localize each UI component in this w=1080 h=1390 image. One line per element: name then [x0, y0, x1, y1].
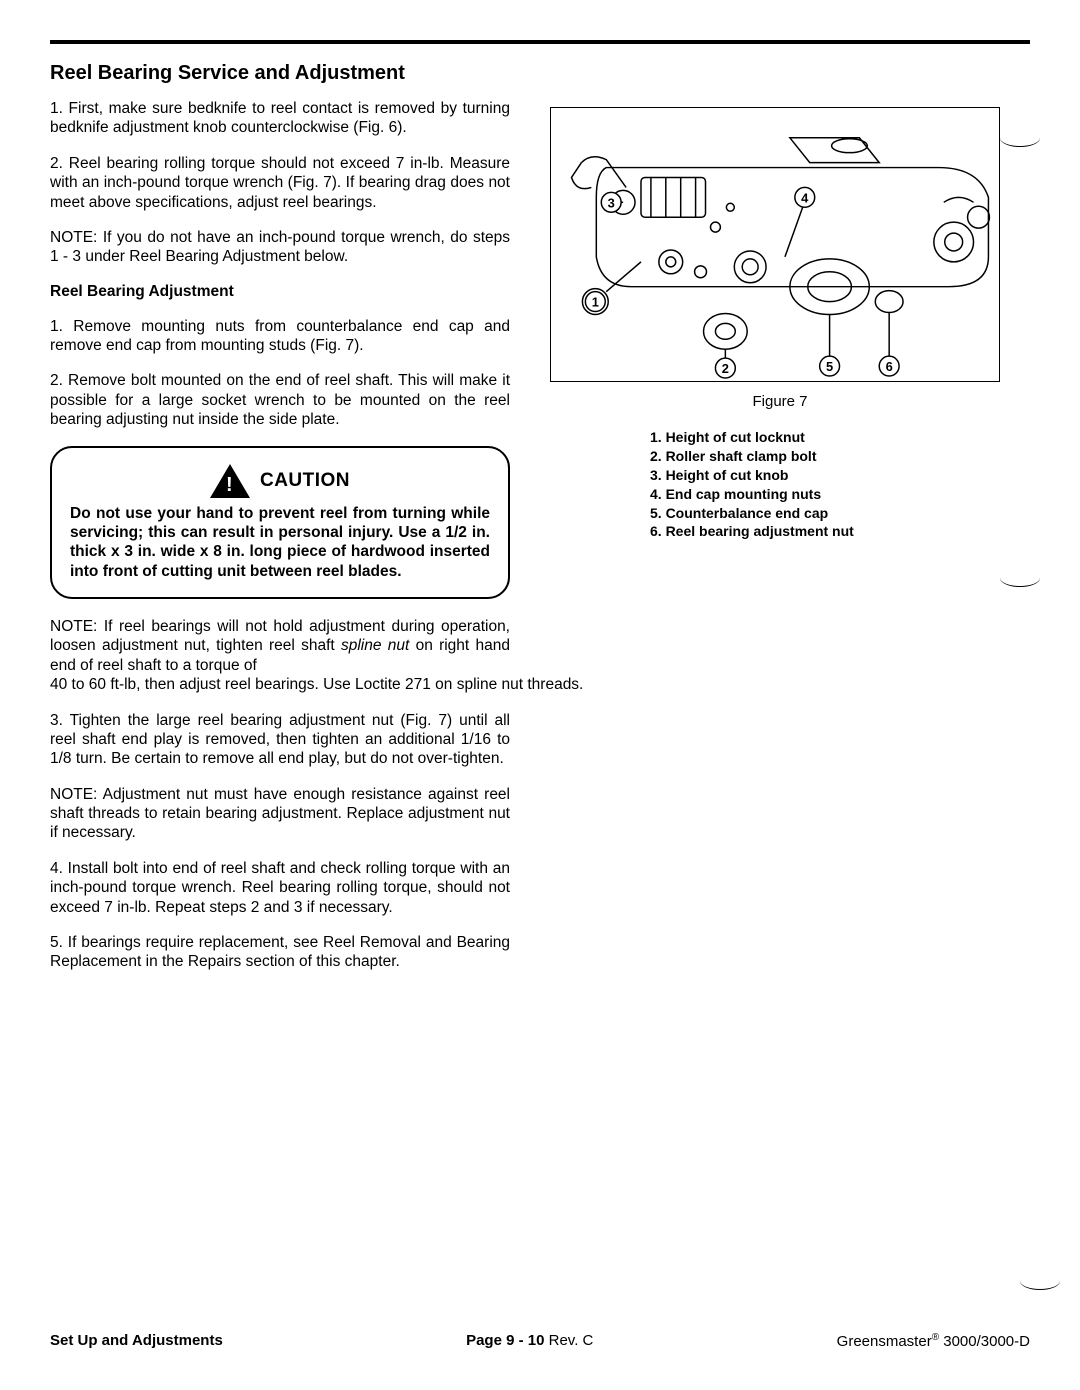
- footer-left: Set Up and Adjustments: [50, 1332, 223, 1350]
- warning-triangle-icon: !: [210, 464, 250, 498]
- footer-page: Page 9 - 10: [466, 1332, 544, 1349]
- scan-artifact: [1000, 569, 1040, 587]
- para-2: 2. Reel bearing rolling torque should no…: [50, 154, 510, 212]
- figure-7-illustration: 3 1 2 4 5 6: [550, 107, 1000, 382]
- subheading-reel-bearing-adjustment: Reel Bearing Adjustment: [50, 283, 510, 301]
- para-5: 2. Remove bolt mounted on the end of ree…: [50, 371, 510, 429]
- caution-box: ! CAUTION Do not use your hand to preven…: [50, 446, 510, 600]
- para-8-note: NOTE: Adjustment nut must have enough re…: [50, 785, 510, 843]
- svg-text:6: 6: [886, 359, 893, 374]
- legend-item-2: 2. Roller shaft clamp bolt: [650, 447, 1010, 466]
- para-6-note: NOTE: If reel bearings will not hold adj…: [50, 617, 510, 675]
- registered-icon: ®: [932, 1332, 939, 1343]
- right-column: 3 1 2 4 5 6 Figure 7 1. Height of cut lo…: [540, 99, 1010, 675]
- para-6-wide: 40 to 60 ft-lb, then adjust reel bearing…: [50, 675, 750, 694]
- content-area: 1. First, make sure bedknife to reel con…: [50, 99, 1030, 675]
- svg-text:1: 1: [592, 295, 599, 310]
- left-column: 1. First, make sure bedknife to reel con…: [50, 99, 510, 675]
- section-title: Reel Bearing Service and Adjustment: [50, 62, 1030, 85]
- caution-body: Do not use your hand to prevent reel fro…: [70, 504, 490, 582]
- legend-item-1: 1. Height of cut locknut: [650, 428, 1010, 447]
- legend-item-3: 3. Height of cut knob: [650, 466, 1010, 485]
- footer-rev: Rev. C: [544, 1332, 593, 1349]
- svg-text:3: 3: [608, 195, 615, 210]
- lower-left-block: 3. Tighten the large reel bearing adjust…: [50, 711, 510, 972]
- caution-title: CAUTION: [260, 470, 350, 492]
- exclamation-icon: !: [226, 474, 233, 497]
- svg-text:2: 2: [722, 361, 729, 376]
- top-rule: [50, 40, 1030, 44]
- scan-artifact: [1020, 1272, 1060, 1290]
- figure-caption: Figure 7: [550, 393, 1010, 410]
- para-7: 3. Tighten the large reel bearing adjust…: [50, 711, 510, 769]
- footer-right: Greensmaster® 3000/3000-D: [837, 1332, 1030, 1350]
- legend-item-5: 5. Counterbalance end cap: [650, 504, 1010, 523]
- footer-center: Page 9 - 10 Rev. C: [466, 1332, 593, 1350]
- figure-7: 3 1 2 4 5 6 Figure 7 1. Height of cut lo…: [550, 107, 1010, 541]
- legend-item-4: 4. End cap mounting nuts: [650, 485, 1010, 504]
- footer-product-b: 3000/3000-D: [939, 1333, 1030, 1350]
- para-9: 4. Install bolt into end of reel shaft a…: [50, 859, 510, 917]
- svg-text:4: 4: [801, 190, 809, 205]
- svg-text:5: 5: [826, 359, 833, 374]
- page-footer: Set Up and Adjustments Page 9 - 10 Rev. …: [50, 1332, 1030, 1350]
- caution-header: ! CAUTION: [70, 464, 490, 498]
- para-3-note: NOTE: If you do not have an inch-pound t…: [50, 228, 510, 267]
- para-10: 5. If bearings require replacement, see …: [50, 933, 510, 972]
- para-4: 1. Remove mounting nuts from counterbala…: [50, 317, 510, 356]
- legend-item-6: 6. Reel bearing adjustment nut: [650, 522, 1010, 541]
- para-6b-italic: spline nut: [341, 637, 409, 654]
- para-1: 1. First, make sure bedknife to reel con…: [50, 99, 510, 138]
- scan-artifact: [1000, 129, 1040, 147]
- footer-product-a: Greensmaster: [837, 1333, 932, 1350]
- figure-legend: 1. Height of cut locknut 2. Roller shaft…: [650, 428, 1010, 541]
